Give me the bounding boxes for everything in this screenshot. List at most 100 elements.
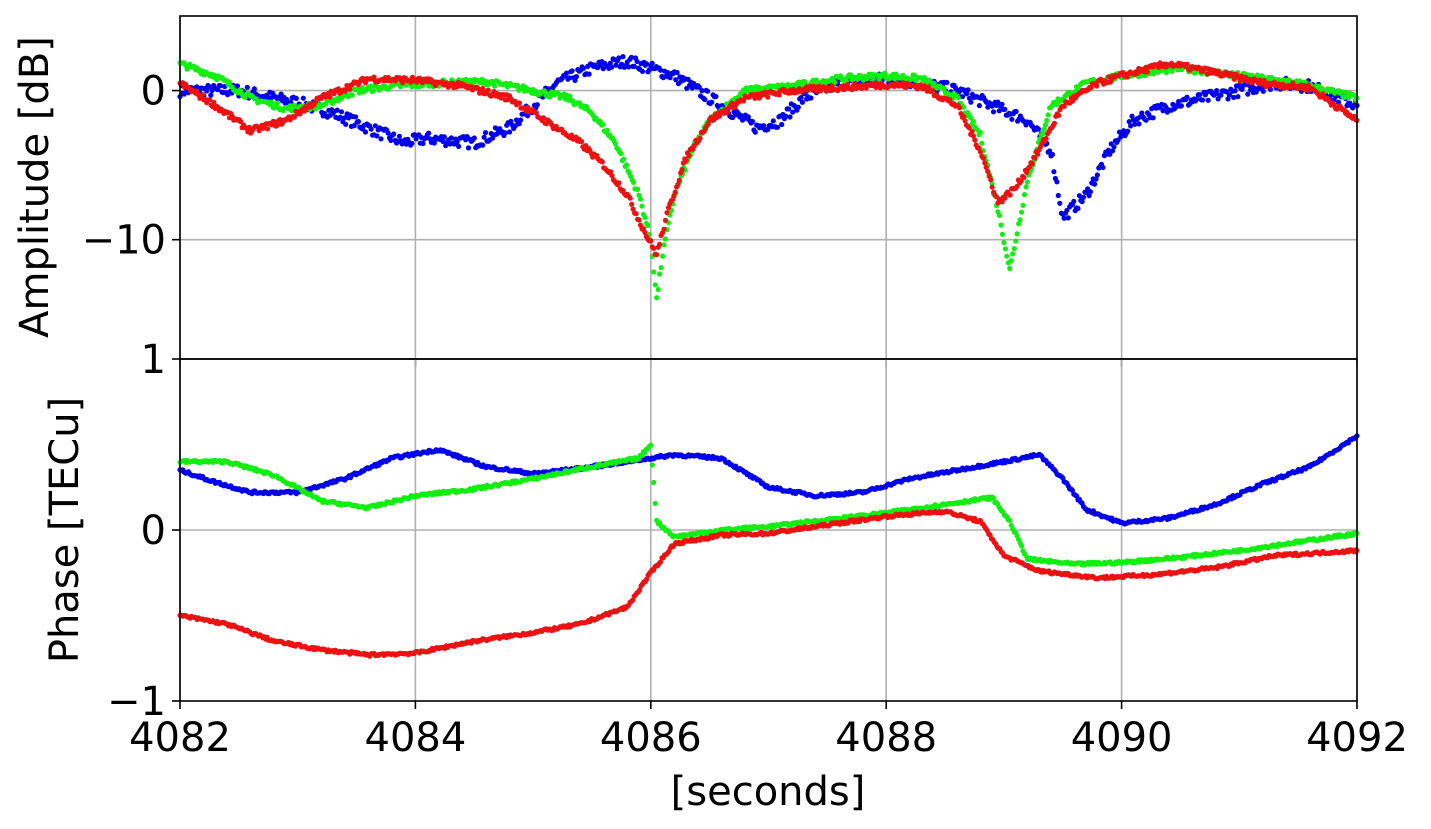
data-point — [989, 184, 995, 190]
data-point — [629, 201, 635, 207]
data-point — [961, 104, 967, 110]
data-point — [957, 105, 963, 111]
data-point — [808, 95, 814, 101]
data-point — [633, 211, 639, 217]
data-point — [1100, 164, 1106, 171]
data-point — [1042, 122, 1048, 128]
data-point — [813, 88, 819, 94]
data-point — [480, 142, 486, 148]
data-point — [1215, 96, 1221, 102]
data-point — [999, 101, 1005, 107]
data-point — [1128, 123, 1134, 129]
data-point — [1040, 131, 1046, 137]
data-point — [604, 127, 610, 133]
data-point — [454, 84, 460, 90]
data-point — [507, 129, 513, 135]
data-point — [420, 140, 426, 147]
data-point — [968, 115, 974, 121]
data-point — [661, 242, 667, 248]
data-point — [652, 282, 658, 288]
data-point — [1065, 215, 1071, 221]
data-point — [525, 113, 531, 119]
data-point — [621, 156, 627, 162]
data-point — [355, 118, 361, 125]
data-point — [729, 100, 735, 106]
data-point — [999, 231, 1006, 237]
data-point — [639, 203, 645, 209]
data-point — [599, 159, 605, 165]
data-point — [642, 229, 648, 235]
data-point — [787, 114, 793, 120]
data-point — [1143, 117, 1149, 123]
data-point — [713, 93, 719, 100]
data-point — [440, 138, 446, 144]
data-point — [998, 222, 1004, 228]
data-point — [353, 114, 359, 120]
data-point — [1087, 189, 1093, 195]
data-point — [454, 139, 460, 145]
data-point — [959, 94, 966, 100]
data-point — [1071, 198, 1077, 204]
data-point — [662, 217, 669, 223]
data-point — [618, 150, 624, 157]
data-point — [609, 64, 615, 70]
data-point — [651, 269, 657, 275]
data-point — [609, 173, 615, 179]
data-point — [525, 104, 531, 110]
data-point — [567, 93, 573, 99]
data-point — [1239, 86, 1245, 92]
data-point — [541, 88, 548, 94]
data-point — [1205, 97, 1211, 103]
data-point — [1339, 89, 1345, 95]
data-point — [409, 84, 415, 90]
data-point — [1014, 231, 1020, 237]
data-point — [370, 88, 377, 94]
data-point — [1080, 194, 1087, 200]
data-point — [783, 113, 789, 119]
data-point — [1007, 192, 1013, 198]
data-point — [194, 84, 200, 90]
data-point — [995, 99, 1001, 105]
data-point — [368, 83, 374, 89]
data-point — [576, 100, 583, 106]
data-point — [795, 104, 801, 110]
data-point — [969, 128, 975, 134]
data-point — [652, 500, 658, 506]
data-point — [372, 123, 378, 129]
data-point — [481, 134, 487, 140]
data-point — [1029, 161, 1035, 167]
data-point — [396, 133, 402, 139]
data-point — [218, 83, 224, 89]
phase-grid — [179, 359, 1358, 701]
data-point — [502, 130, 508, 136]
data-point — [989, 103, 995, 109]
data-point — [630, 206, 636, 212]
data-point — [1009, 116, 1015, 122]
data-point — [374, 133, 380, 139]
data-point — [1150, 115, 1156, 121]
data-point — [705, 88, 711, 94]
data-point — [492, 83, 498, 89]
data-point — [1079, 199, 1085, 205]
data-point — [637, 222, 644, 228]
data-point — [985, 168, 991, 174]
data-point — [637, 196, 644, 202]
data-point — [655, 286, 661, 293]
data-point — [779, 121, 785, 128]
data-point — [385, 130, 391, 136]
data-point — [620, 54, 626, 60]
data-point — [979, 140, 985, 146]
phase-series-points — [177, 433, 1360, 659]
data-point — [976, 103, 983, 109]
data-point — [1184, 61, 1190, 67]
data-point — [327, 94, 333, 100]
data-point — [664, 69, 671, 76]
data-point — [349, 92, 355, 98]
data-point — [338, 109, 345, 115]
data-point — [334, 107, 340, 113]
data-point — [1051, 169, 1057, 175]
data-point — [200, 92, 206, 98]
data-point — [770, 118, 776, 124]
data-point — [513, 117, 520, 123]
data-point — [1019, 543, 1025, 549]
